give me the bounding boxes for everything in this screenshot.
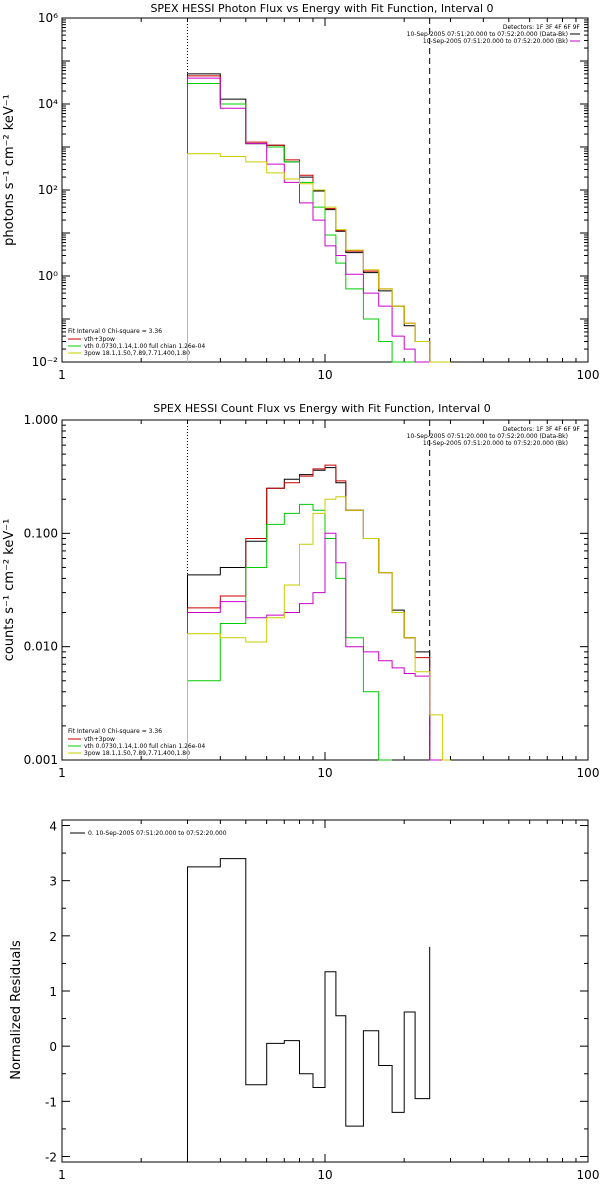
photon-legend-line-2: vth 0.0730,1.14,1.00 full chian 1.26e-04 (84, 343, 205, 350)
photon-legend-line-3: 3pow 18.1,1.50,7.89,7.71,400,1.80 (84, 350, 190, 357)
photon-legend-line-0: Fit Interval 0 Chi-square = 3.36 (68, 328, 162, 335)
residuals-x-tick-label: 1 (58, 1168, 66, 1182)
residuals-ylabel: Normalized Residuals (9, 940, 24, 1080)
residuals-x-tick-label: 100 (577, 1168, 600, 1182)
count-y-tick-label: 0.100 (24, 526, 58, 540)
photon-legend-line-1: vth+3pow (84, 336, 115, 343)
count-legend-line-2: vth 0.0730,1.14,1.00 full chian 1.26e-04 (84, 743, 205, 750)
count-series-2-step (187, 503, 393, 761)
count-legend-line-1: vth+3pow (84, 736, 115, 743)
residuals-y-tick-label: 3 (49, 875, 57, 889)
count-header-data-bk: 10-Sep-2005 07:51:20.000 to 07:52:20.000… (407, 433, 568, 440)
count-series-4-step (187, 496, 451, 761)
photon-flux-panel: SPEX HESSI Photon Flux vs Energy with Fi… (2, 2, 599, 382)
residuals-legend-line-0: 0. 10-Sep-2005 07:51:20.000 to 07:52:20.… (88, 830, 227, 837)
photon-series-3-step (187, 77, 443, 363)
count-y-tick-label: 0.010 (24, 640, 58, 654)
photon-y-tick-label: 10² (38, 183, 58, 197)
residuals-y-tick-label: 1 (49, 985, 57, 999)
photon-series-4-step (187, 153, 451, 363)
photon-header-data-bk: 10-Sep-2005 07:51:20.000 to 07:52:20.000… (407, 31, 568, 38)
count-x-tick-label: 10 (317, 766, 332, 780)
photon-flux-title: SPEX HESSI Photon Flux vs Energy with Fi… (150, 2, 493, 15)
count-x-tick-label: 100 (577, 766, 600, 780)
count-flux-ylabel: counts s⁻¹ cm⁻² keV⁻¹ (2, 519, 17, 662)
photon-header-bk: 10-Sep-2005 07:51:20.000 to 07:52:20.000… (423, 38, 568, 45)
photon-y-tick-label: 10⁻² (32, 355, 59, 369)
count-series-3-step (187, 532, 443, 761)
residuals-y-tick-label: -2 (45, 1150, 57, 1164)
residuals-panel: Normalized Residuals 0. 10-Sep-2005 07:5… (9, 819, 600, 1182)
residuals-y-tick-label: 2 (49, 930, 57, 944)
count-y-tick-label: 0.001 (24, 753, 58, 767)
photon-x-tick-label: 1 (58, 368, 66, 382)
count-legend-line-0: Fit Interval 0 Chi-square = 3.36 (68, 728, 162, 735)
photon-series-2-step (187, 83, 416, 363)
count-legend-line-3: 3pow 18.1,1.50,7.89,7.71,400,1.80 (84, 750, 190, 757)
count-x-tick-label: 1 (58, 766, 66, 780)
photon-y-tick-label: 10⁴ (38, 97, 58, 111)
residuals-series-0-step (187, 858, 431, 1162)
count-y-tick-label: 1.000 (24, 413, 58, 427)
residuals-y-tick-label: 0 (49, 1040, 57, 1054)
count-header-bk: 10-Sep-2005 07:51:20.000 to 07:52:20.000… (423, 440, 568, 447)
photon-y-tick-label: 10⁶ (38, 11, 58, 25)
residuals-y-tick-label: 4 (49, 820, 57, 834)
residuals-x-tick-label: 10 (317, 1168, 332, 1182)
count-flux-panel: SPEX HESSI Count Flux vs Energy with Fit… (2, 33, 600, 780)
count-flux-title: SPEX HESSI Count Flux vs Energy with Fit… (153, 402, 490, 415)
photon-header-detectors: Detectors: 1F 3F 4F 6F 9F (503, 24, 581, 31)
photon-y-tick-label: 10⁰ (38, 269, 58, 283)
photon-x-tick-label: 10 (317, 368, 332, 382)
photon-flux-ylabel: photons s⁻¹ cm⁻² keV⁻¹ (2, 94, 17, 246)
photon-x-tick-label: 100 (577, 368, 600, 382)
residuals-y-tick-label: -1 (45, 1095, 57, 1109)
count-header-detectors: Detectors: 1F 3F 4F 6F 9F (503, 426, 581, 433)
